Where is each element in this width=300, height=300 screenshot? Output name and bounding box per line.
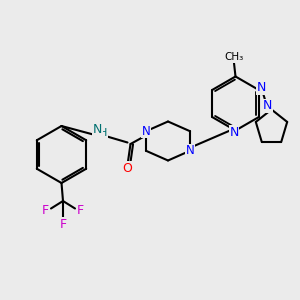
Text: N: N — [256, 81, 266, 94]
Text: N: N — [142, 125, 150, 138]
Text: N: N — [93, 123, 103, 136]
Text: N: N — [186, 144, 194, 157]
Text: F: F — [42, 203, 49, 217]
Text: CH₃: CH₃ — [224, 52, 244, 62]
Text: H: H — [99, 128, 108, 139]
Text: N: N — [229, 125, 239, 139]
Text: F: F — [59, 218, 67, 231]
Text: N: N — [263, 99, 273, 112]
Text: F: F — [77, 203, 84, 217]
Text: O: O — [123, 162, 132, 175]
